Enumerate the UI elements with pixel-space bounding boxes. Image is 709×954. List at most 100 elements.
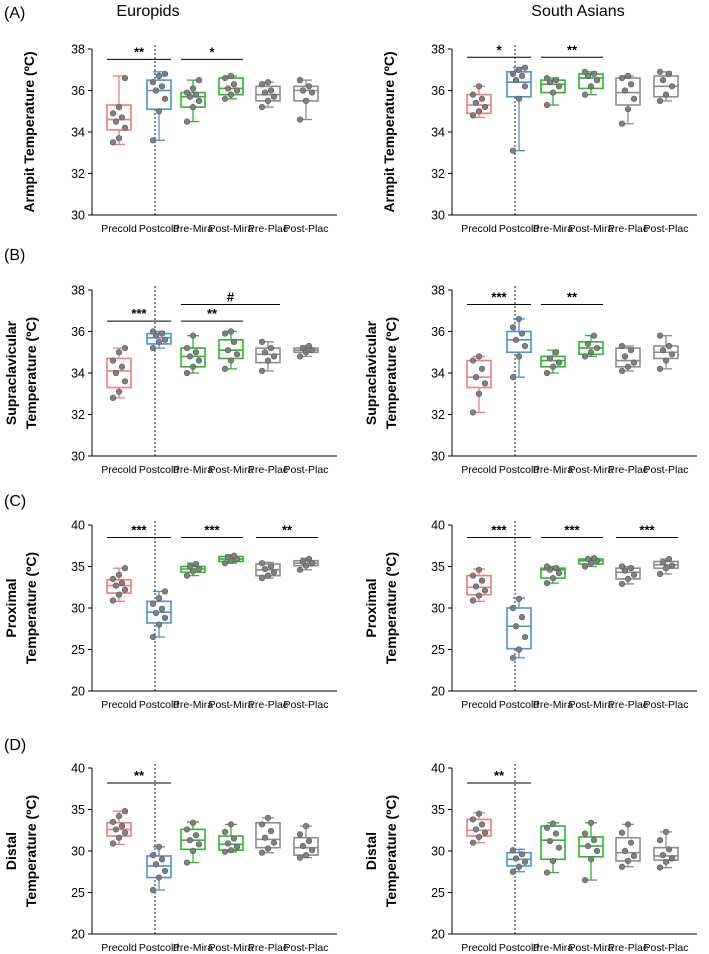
data-point [227,328,235,335]
column-title-south-asians: South Asians [531,3,624,20]
data-point [481,829,489,836]
data-point [518,614,526,621]
x-tick-label: Precold [461,464,497,476]
y-tick-label: 30 [71,845,85,859]
y-axis-label: Armpit Temperature (ºC) [21,51,37,212]
data-point [149,345,157,352]
data-point [267,345,275,352]
data-point [481,380,489,387]
data-point [121,808,129,815]
x-tick-label: Post-Mira [569,464,614,476]
data-point [552,77,560,84]
y-axis-label: Temperature (ºC) [383,552,399,664]
y-tick-label: 20 [431,928,445,942]
data-point [630,852,638,860]
data-point [618,863,626,870]
data-point [299,558,307,565]
y-tick-label: 20 [71,685,85,699]
x-tick-label: Pre-Mira [173,942,213,954]
data-point [224,554,232,561]
box-post-plac [653,828,679,871]
data-point [158,605,166,612]
y-tick-label: 30 [431,845,445,859]
data-point [302,349,310,356]
data-point [149,600,157,607]
box-iqr [506,330,532,354]
data-point [230,835,238,842]
data-point [109,110,117,117]
data-point [299,842,307,850]
data-point [509,604,517,612]
data-point [270,353,278,360]
data-point [121,586,129,593]
data-point [112,582,120,589]
panel-label-a: (A) [4,5,25,22]
data-point [668,855,676,862]
data-point [581,563,589,570]
data-point [584,72,592,80]
box-postcold [506,847,532,875]
data-point [593,847,601,855]
y-tick-label: 32 [431,167,445,181]
data-point [183,369,191,377]
box-pre-mira [180,332,206,377]
data-point [475,592,483,599]
box-post-plac [293,822,319,861]
box-pre-mira [180,560,206,579]
panel-label-b: (B) [4,247,25,264]
y-tick-label: 36 [71,325,85,339]
box-post-mira [578,332,604,360]
y-tick-label: 38 [431,43,445,57]
box-iqr [615,77,641,106]
x-tick-label: Pre-Plac [608,464,648,476]
y-axis-label: Supraclavicular [363,320,379,425]
data-point [155,72,163,80]
data-point [221,560,229,567]
data-point [224,347,232,354]
y-tick-label: 35 [71,560,85,574]
data-point [469,572,477,579]
data-point [149,137,157,144]
box-pre-plac [615,72,641,127]
data-point [478,577,486,584]
data-point [472,583,480,590]
data-point [308,89,316,96]
data-point [627,839,635,846]
data-point [264,357,272,364]
data-point [195,77,203,84]
data-point [227,821,235,828]
data-point [590,555,598,562]
y-tick-label: 32 [71,408,85,422]
box-pre-mira [540,349,566,377]
data-point [233,351,241,358]
data-point [270,569,278,576]
significance-label: ** [567,290,578,305]
data-point [305,342,313,350]
data-point [149,328,157,335]
data-point [584,340,592,348]
box-post-mira [218,328,244,372]
data-point [224,85,232,92]
data-point [662,828,670,836]
box-postcold [506,595,532,661]
data-point [662,858,670,865]
data-point [659,852,667,859]
data-point [518,72,526,80]
x-tick-label: Post-Plac [284,223,329,235]
data-point [189,819,197,826]
data-point [587,349,595,356]
data-point [192,560,200,568]
data-point [158,856,166,863]
x-tick-label: Pre-Plac [248,223,288,235]
data-point [469,357,477,364]
data-point [593,77,601,84]
x-tick-label: Post-Mira [569,699,614,711]
x-tick-label: Post-Mira [569,223,614,235]
data-point [478,95,486,102]
y-tick-label: 34 [71,126,85,140]
data-point [296,77,304,84]
data-point [627,81,635,88]
data-point [308,347,316,354]
x-tick-label: Pre-Mira [173,464,213,476]
data-point [189,103,197,111]
